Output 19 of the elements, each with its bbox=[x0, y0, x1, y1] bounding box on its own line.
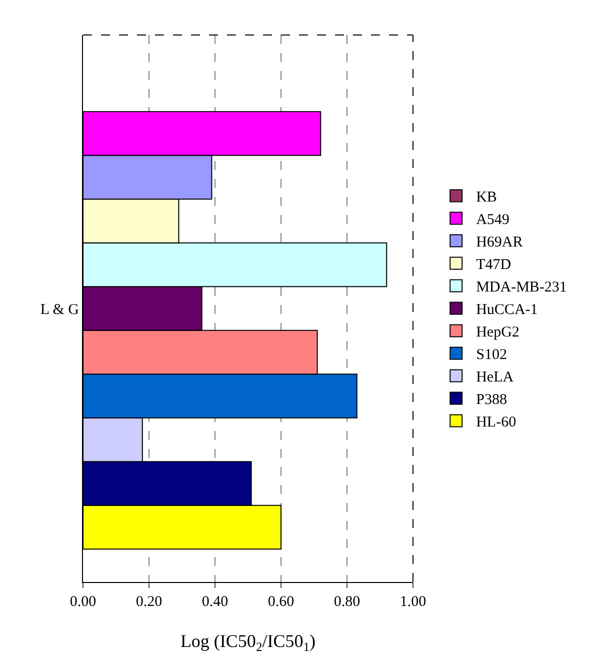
x-tick-label: 0.20 bbox=[136, 594, 162, 610]
legend-label: S102 bbox=[476, 347, 507, 364]
legend-label: H69AR bbox=[476, 234, 523, 251]
x-tick-label: 0.40 bbox=[202, 594, 228, 610]
x-tick-label: 1.00 bbox=[400, 594, 426, 610]
legend-label: KB bbox=[476, 190, 497, 206]
x-tick-label: 0.60 bbox=[268, 594, 294, 610]
legend-label: T47D bbox=[476, 257, 512, 274]
legend-label: HeLA bbox=[476, 370, 514, 386]
legend-label: HepG2 bbox=[476, 324, 520, 341]
x-tick-label: 0.80 bbox=[334, 594, 360, 610]
legend-label: MDA-MB-231 bbox=[476, 280, 567, 296]
legend-label: HL-60 bbox=[476, 414, 516, 431]
legend-label: A549 bbox=[476, 212, 510, 228]
legend-label: HuCCA-1 bbox=[476, 302, 538, 318]
x-axis-title: Log (IC50$_{2}$/IC50$_{1}$) bbox=[180, 631, 316, 654]
y-tick-label: L & G bbox=[40, 302, 80, 318]
x-tick-label: 0.00 bbox=[70, 594, 96, 610]
legend-label: P388 bbox=[476, 392, 507, 408]
